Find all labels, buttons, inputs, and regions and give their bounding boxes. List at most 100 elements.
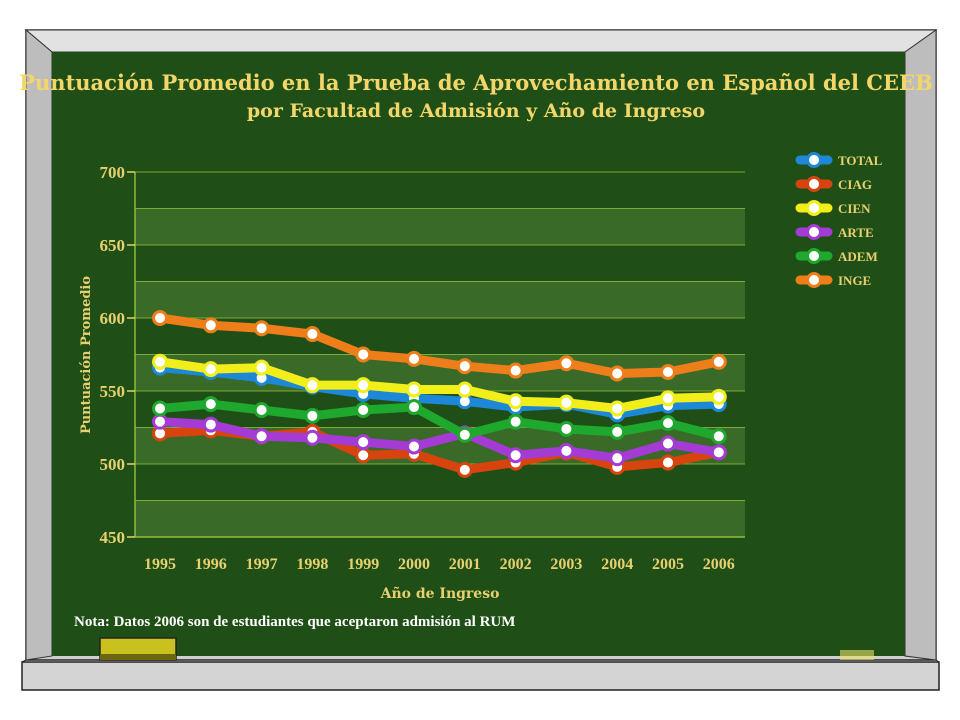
legend-marker bbox=[806, 224, 822, 240]
legend-marker bbox=[806, 200, 822, 216]
data-point bbox=[152, 310, 168, 326]
series-line bbox=[155, 417, 724, 463]
y-tick-label: 550 bbox=[100, 382, 126, 401]
data-point bbox=[558, 394, 575, 411]
x-tick-label: 2003 bbox=[550, 556, 582, 573]
data-point bbox=[304, 429, 321, 446]
plot-band bbox=[135, 208, 745, 245]
series-line bbox=[155, 313, 724, 378]
footnote: Nota: Datos 2006 son de estudiantes que … bbox=[74, 614, 516, 630]
chart-title: Puntuación Promedio en la Prueba de Apro… bbox=[19, 70, 933, 95]
legend-marker bbox=[806, 176, 822, 192]
data-point bbox=[152, 400, 168, 417]
series-inge bbox=[152, 310, 727, 382]
data-point bbox=[710, 444, 727, 461]
data-point bbox=[355, 346, 372, 363]
legend-marker bbox=[806, 152, 822, 168]
data-point bbox=[456, 426, 473, 443]
y-axis: 700 650 600 550 500 450 bbox=[100, 163, 135, 547]
chalk-piece bbox=[840, 650, 874, 660]
y-tick-label: 450 bbox=[100, 528, 126, 547]
chart-subtitle: por Facultad de Admisión y Año de Ingres… bbox=[247, 100, 705, 122]
legend-label: ARTE bbox=[838, 225, 874, 240]
legend: TOTAL CIAG CIEN ARTE ADEM INGE bbox=[795, 152, 883, 288]
data-point bbox=[406, 399, 422, 416]
data-point bbox=[253, 428, 270, 445]
legend-label: ADEM bbox=[838, 249, 878, 264]
legend-item-total: TOTAL bbox=[795, 152, 883, 168]
plot-band bbox=[135, 281, 745, 318]
y-tick-label: 650 bbox=[100, 236, 126, 255]
data-point bbox=[355, 447, 372, 464]
data-point bbox=[558, 355, 575, 372]
data-point bbox=[660, 364, 676, 381]
data-point bbox=[609, 423, 626, 440]
data-point bbox=[202, 317, 219, 334]
data-point bbox=[152, 413, 168, 430]
data-point bbox=[406, 438, 422, 455]
x-tick-label: 2006 bbox=[703, 556, 735, 573]
x-tick-label: 1996 bbox=[195, 556, 227, 573]
plot-band bbox=[135, 500, 745, 537]
data-point bbox=[660, 435, 676, 452]
legend-label: CIAG bbox=[838, 177, 872, 192]
data-point bbox=[456, 358, 473, 375]
data-point bbox=[456, 381, 473, 398]
data-point bbox=[304, 407, 321, 424]
data-point bbox=[710, 353, 727, 370]
data-point bbox=[355, 434, 372, 451]
data-point bbox=[558, 420, 575, 437]
data-point bbox=[253, 359, 270, 376]
legend-marker bbox=[806, 248, 822, 264]
x-tick-label: 2001 bbox=[449, 556, 481, 573]
data-point bbox=[710, 388, 727, 405]
data-point bbox=[507, 362, 524, 379]
y-tick-label: 500 bbox=[100, 455, 126, 474]
data-point bbox=[152, 353, 168, 370]
data-point bbox=[660, 454, 676, 471]
data-point bbox=[355, 401, 372, 418]
data-point bbox=[558, 442, 575, 459]
legend-marker bbox=[806, 272, 822, 288]
data-point bbox=[202, 396, 219, 413]
y-tick-label: 700 bbox=[100, 163, 126, 182]
series-adem bbox=[152, 396, 727, 445]
series-layer bbox=[152, 310, 727, 478]
data-point bbox=[253, 320, 270, 337]
data-point bbox=[202, 361, 219, 378]
data-point bbox=[355, 377, 372, 394]
data-point bbox=[202, 416, 219, 433]
data-point bbox=[507, 413, 524, 430]
y-tick-label: 600 bbox=[100, 309, 126, 328]
y-axis-title: Puntuación Promedio bbox=[79, 276, 94, 434]
data-point bbox=[406, 350, 422, 367]
data-point bbox=[253, 401, 270, 418]
x-tick-label: 2000 bbox=[398, 556, 430, 573]
chalk-ledge bbox=[21, 661, 940, 691]
series-line bbox=[155, 399, 724, 441]
x-tick-label: 1998 bbox=[296, 556, 328, 573]
data-point bbox=[406, 381, 422, 398]
series-cien bbox=[152, 353, 727, 417]
legend-item-arte: ARTE bbox=[795, 224, 874, 240]
x-tick-label: 1997 bbox=[246, 556, 278, 573]
legend-label: TOTAL bbox=[838, 153, 883, 168]
x-axis: 1995 1996 1997 1998 1999 2000 2001 2002 2003 2004… bbox=[144, 556, 735, 573]
x-tick-label: 1995 bbox=[144, 556, 176, 573]
data-point bbox=[710, 428, 727, 445]
data-point bbox=[609, 365, 626, 382]
legend-label: INGE bbox=[838, 273, 871, 288]
data-point bbox=[507, 447, 524, 464]
data-point bbox=[304, 326, 321, 343]
data-point bbox=[609, 400, 626, 417]
x-tick-label: 2002 bbox=[500, 556, 532, 573]
legend-item-adem: ADEM bbox=[795, 248, 878, 264]
x-tick-label: 2004 bbox=[601, 556, 633, 573]
data-point bbox=[660, 390, 676, 407]
legend-item-ciag: CIAG bbox=[795, 176, 872, 192]
data-point bbox=[456, 461, 473, 478]
series-line bbox=[155, 357, 724, 414]
data-point bbox=[660, 415, 676, 432]
x-tick-label: 2005 bbox=[652, 556, 684, 573]
